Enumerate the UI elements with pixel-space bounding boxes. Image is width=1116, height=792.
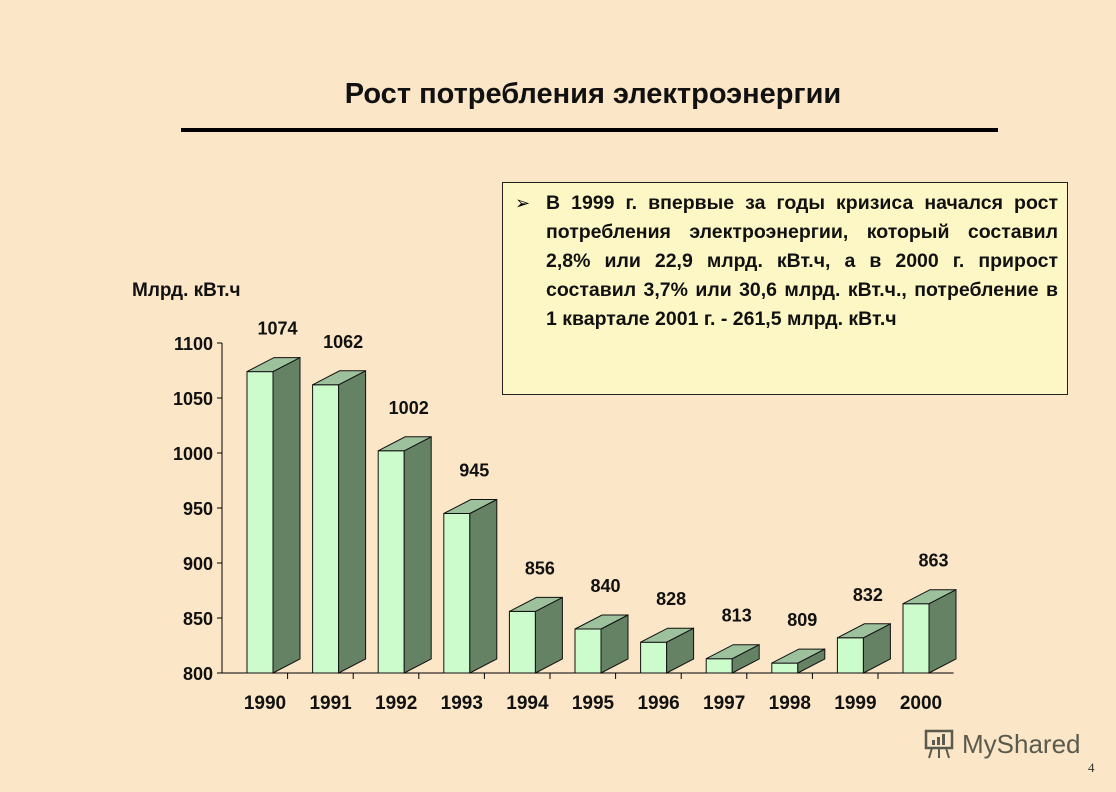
bar-front: [771, 662, 799, 674]
bar-value-label: 809: [787, 610, 817, 630]
x-tick-label: 1998: [769, 693, 811, 714]
y-axis-label: Млрд. кВт.ч: [132, 280, 241, 301]
bar-value-label: 813: [722, 606, 752, 626]
bar-side: [272, 356, 301, 674]
bar-side: [928, 588, 957, 674]
bar-side: [469, 498, 498, 674]
x-tick-label: 1993: [441, 693, 483, 714]
annotation-text: В 1999 г. впервые за годы кризиса началс…: [546, 192, 1058, 330]
bar-side: [403, 435, 432, 674]
arrow-bullet-icon: ➢: [515, 193, 531, 213]
x-tick-label: 1999: [834, 693, 876, 714]
bar-front: [443, 513, 471, 674]
bar-front: [902, 603, 930, 674]
bar-front: [574, 628, 602, 674]
bar-top: [312, 370, 366, 386]
bar-front: [508, 610, 536, 674]
y-tick-label: 950: [183, 499, 213, 519]
x-tick-label: 1997: [703, 693, 745, 714]
y-tick-label: 850: [183, 609, 213, 629]
bar-value-label: 828: [656, 589, 686, 609]
y-tick-label: 800: [183, 664, 213, 684]
y-tick-label: 1100: [174, 334, 213, 354]
bar-top: [246, 357, 301, 373]
x-tick-label: 1995: [572, 693, 615, 714]
y-tick-label: 1050: [173, 389, 213, 409]
bar-top: [705, 644, 760, 660]
bar-side: [338, 369, 367, 674]
bar-top: [902, 589, 957, 605]
bar-value-label: 856: [525, 558, 555, 578]
annotation-box: ➢ В 1999 г. впервые за годы кризиса нача…: [502, 182, 1068, 395]
watermark-logo: MyShared: [922, 728, 1081, 760]
y-tick-label: 1000: [173, 444, 213, 464]
bar-top: [443, 499, 498, 514]
watermark-text: MyShared: [962, 728, 1081, 759]
x-tick-label: 2000: [900, 693, 942, 714]
bar-value-label: 840: [590, 576, 620, 596]
bar-front: [312, 384, 340, 674]
bar-top: [574, 614, 629, 630]
bar-top: [509, 596, 563, 612]
x-tick-label: 1994: [506, 693, 549, 714]
bar-front: [246, 371, 274, 674]
x-tick-label: 1991: [309, 693, 352, 714]
bar-front: [705, 658, 733, 674]
bar-front: [377, 450, 405, 674]
x-tick-label: 1996: [637, 693, 679, 714]
bar-front: [836, 637, 864, 674]
bar-top: [640, 627, 694, 643]
bar-value-label: 863: [918, 551, 948, 571]
bar-value-label: 832: [853, 585, 883, 605]
presentation-board-icon: [924, 729, 954, 759]
bar-top: [377, 436, 432, 452]
x-tick-label: 1990: [244, 693, 286, 714]
page-number: 4: [1088, 760, 1095, 775]
bar-front: [640, 641, 668, 674]
bar-value-label: 1002: [389, 398, 429, 418]
bar-value-label: 1074: [257, 319, 297, 339]
slide-title: Рост потребления электроэнергии: [344, 78, 842, 110]
bar-value-label: 1062: [323, 332, 363, 352]
y-tick-label: 900: [183, 554, 213, 574]
bar-top: [771, 648, 826, 664]
bar-value-label: 945: [459, 461, 489, 481]
bar-top: [837, 623, 891, 639]
x-tick-label: 1992: [375, 693, 417, 714]
title-underline: [181, 128, 998, 132]
